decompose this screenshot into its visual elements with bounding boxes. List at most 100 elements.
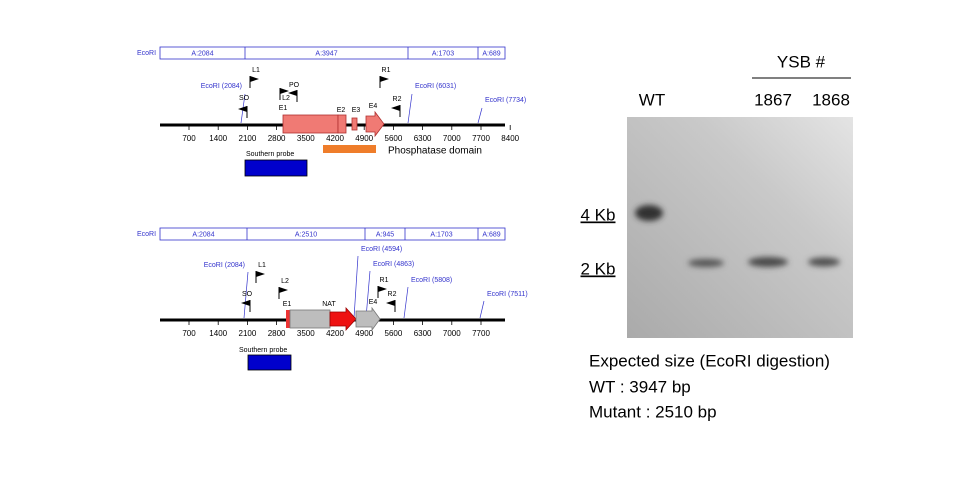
size-marker: 2 Kb [581, 259, 616, 278]
primer-flag [288, 90, 297, 96]
primer-label: L2 [281, 278, 289, 285]
enzyme-label: EcoRI [137, 231, 156, 238]
gene-map: EcoRI A:2084 A:3947 A:1703 A:689 700 1400 2100 2… [137, 46, 526, 143]
site-label: EcoRI (7511) [487, 291, 528, 298]
axis-tick-label: 2100 [239, 134, 257, 143]
primer-label: PO [289, 82, 300, 89]
axis-tick-label: 2800 [268, 134, 286, 143]
caption-line: WT : 3947 bp [589, 377, 691, 396]
lane-label: 1868 [812, 90, 850, 109]
axis-tick-label: 6300 [414, 134, 432, 143]
primer-label: E1 [279, 105, 288, 112]
axis-tick-label: 7000 [443, 329, 461, 338]
fragment-label: A:3947 [315, 50, 337, 57]
primer-label: NAT [322, 301, 336, 308]
fragment-bar [159, 227, 506, 241]
exon [351, 117, 358, 131]
primer-flag [378, 286, 387, 292]
band [688, 259, 724, 267]
primer-label: L2 [282, 95, 290, 102]
primer-flag [256, 271, 265, 277]
site-leader [479, 300, 485, 319]
primer-flag [280, 88, 289, 94]
fragment-label: A:1703 [432, 50, 454, 57]
primer-label: R1 [380, 277, 389, 284]
primer-label: E3 [352, 107, 361, 114]
axis-tick-label: 1400 [209, 134, 227, 143]
fragment-label: A:945 [376, 231, 394, 238]
site-leader [477, 107, 483, 124]
primer-label: SO [242, 291, 253, 298]
primer-flag [238, 106, 247, 112]
probe-bar [244, 159, 308, 177]
axis-tick-label: 4200 [326, 329, 344, 338]
gel [627, 117, 853, 338]
site-label: EcoRI (2084) [201, 83, 242, 90]
primer-flag [241, 300, 250, 306]
caption-line: Mutant : 2510 bp [589, 402, 717, 421]
axis-tick-label: 700 [182, 329, 196, 338]
probe-label: Southern probe [246, 151, 294, 158]
primer-flag [386, 300, 395, 306]
marker-box [289, 309, 331, 329]
lane-label: WT [639, 90, 665, 109]
site-label: EcoRI (7734) [485, 97, 526, 104]
exon [282, 114, 339, 134]
axis-tick-label: 4900 [355, 134, 373, 143]
site-leader [407, 93, 413, 124]
bands [635, 205, 840, 267]
primer-label: SO [239, 95, 250, 102]
fragment-label: A:1703 [430, 231, 452, 238]
axis-tick-label: 7700 [472, 134, 490, 143]
primer-flag [391, 105, 400, 111]
axis-tick-label: 3500 [297, 329, 315, 338]
axis-tick-label: 7000 [443, 134, 461, 143]
site-label: EcoRI (4594) [361, 246, 402, 253]
exon [337, 114, 347, 134]
exon-arrow [355, 306, 381, 332]
axis-tick-label: 3500 [297, 134, 315, 143]
fragment-label: A:2084 [191, 50, 213, 57]
axis-tick-label: 700 [182, 134, 196, 143]
site-leader [403, 286, 409, 319]
gene-map: EcoRI A:2084 A:2510 A:945 A:1703 A:689 700 1400… [137, 227, 528, 338]
probe-label: Southern probe [239, 347, 287, 354]
primer-label: E4 [369, 299, 378, 306]
axis-tick-label: 8400 [501, 134, 519, 143]
fragment-label: A:2084 [192, 231, 214, 238]
axis-tick-label: 5600 [385, 329, 403, 338]
fragment-label: A:2510 [295, 231, 317, 238]
primer-label: E4 [369, 103, 378, 110]
band [808, 257, 840, 267]
primer-label: L1 [252, 67, 260, 74]
enzyme-label: EcoRI [137, 50, 156, 57]
axis-tick-label: 2800 [268, 329, 286, 338]
probe-bar [247, 354, 292, 371]
primer-label: E1 [283, 301, 292, 308]
fragment-bar [159, 46, 506, 60]
nat-arrow [329, 306, 357, 332]
axis-tick-label: 6300 [414, 329, 432, 338]
primer-label: R2 [388, 291, 397, 298]
exon-arrow [365, 110, 385, 138]
primer-flag [250, 76, 259, 82]
axis-tick-label: 5600 [385, 134, 403, 143]
lane-label: 1867 [754, 90, 792, 109]
axis-tick-label: 4200 [326, 134, 344, 143]
site-label: EcoRI (6031) [415, 83, 456, 90]
site-label: EcoRI (4863) [373, 261, 414, 268]
maps: EcoRI A:2084 A:3947 A:1703 A:689 700 1400 2100 2… [137, 46, 528, 338]
size-marker: 4 Kb [581, 205, 616, 224]
axis-tick-label: 2100 [239, 329, 257, 338]
group-label: YSB # [777, 52, 826, 71]
domain-label: Phosphatase domain [388, 146, 482, 157]
fragment-label: A:689 [482, 231, 500, 238]
primer-label: R1 [382, 67, 391, 74]
site-leader [365, 270, 371, 319]
band [748, 257, 788, 267]
caption-line: Expected size (EcoRI digestion) [589, 351, 830, 370]
band [635, 205, 663, 221]
axis-tick-label: 1400 [209, 329, 227, 338]
